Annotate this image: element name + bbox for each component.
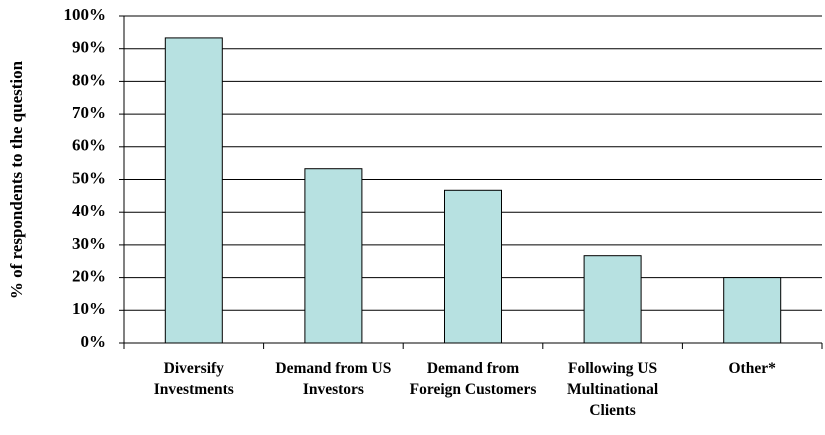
bar bbox=[164, 37, 223, 344]
y-axis-title: % of respondents to the question bbox=[7, 60, 26, 299]
y-tick-label: 10% bbox=[72, 299, 106, 318]
x-tick-label: Following US Multinational Clients bbox=[566, 360, 659, 419]
y-tick-label: 100% bbox=[64, 5, 107, 24]
x-tick-label: Other* bbox=[728, 360, 776, 377]
y-tick-label: 50% bbox=[72, 168, 106, 187]
x-tick-label: Diversify Investments bbox=[153, 360, 234, 398]
x-tick-label: Demand from US Investors bbox=[275, 360, 392, 398]
y-tick-label: 80% bbox=[72, 70, 106, 89]
bar bbox=[723, 277, 782, 344]
bar bbox=[304, 168, 363, 344]
y-tick-label: 0% bbox=[81, 332, 107, 351]
y-tick-label: 30% bbox=[72, 234, 106, 253]
bar bbox=[583, 255, 642, 344]
bar bbox=[444, 189, 502, 344]
y-tick-label: 70% bbox=[72, 103, 106, 122]
y-tick-label: 40% bbox=[72, 201, 106, 220]
y-tick-label: 60% bbox=[72, 136, 106, 155]
x-tick-label: Demand from Foreign Customers bbox=[409, 360, 537, 398]
y-tick-label: 90% bbox=[72, 38, 106, 57]
y-tick-label: 20% bbox=[72, 267, 106, 286]
